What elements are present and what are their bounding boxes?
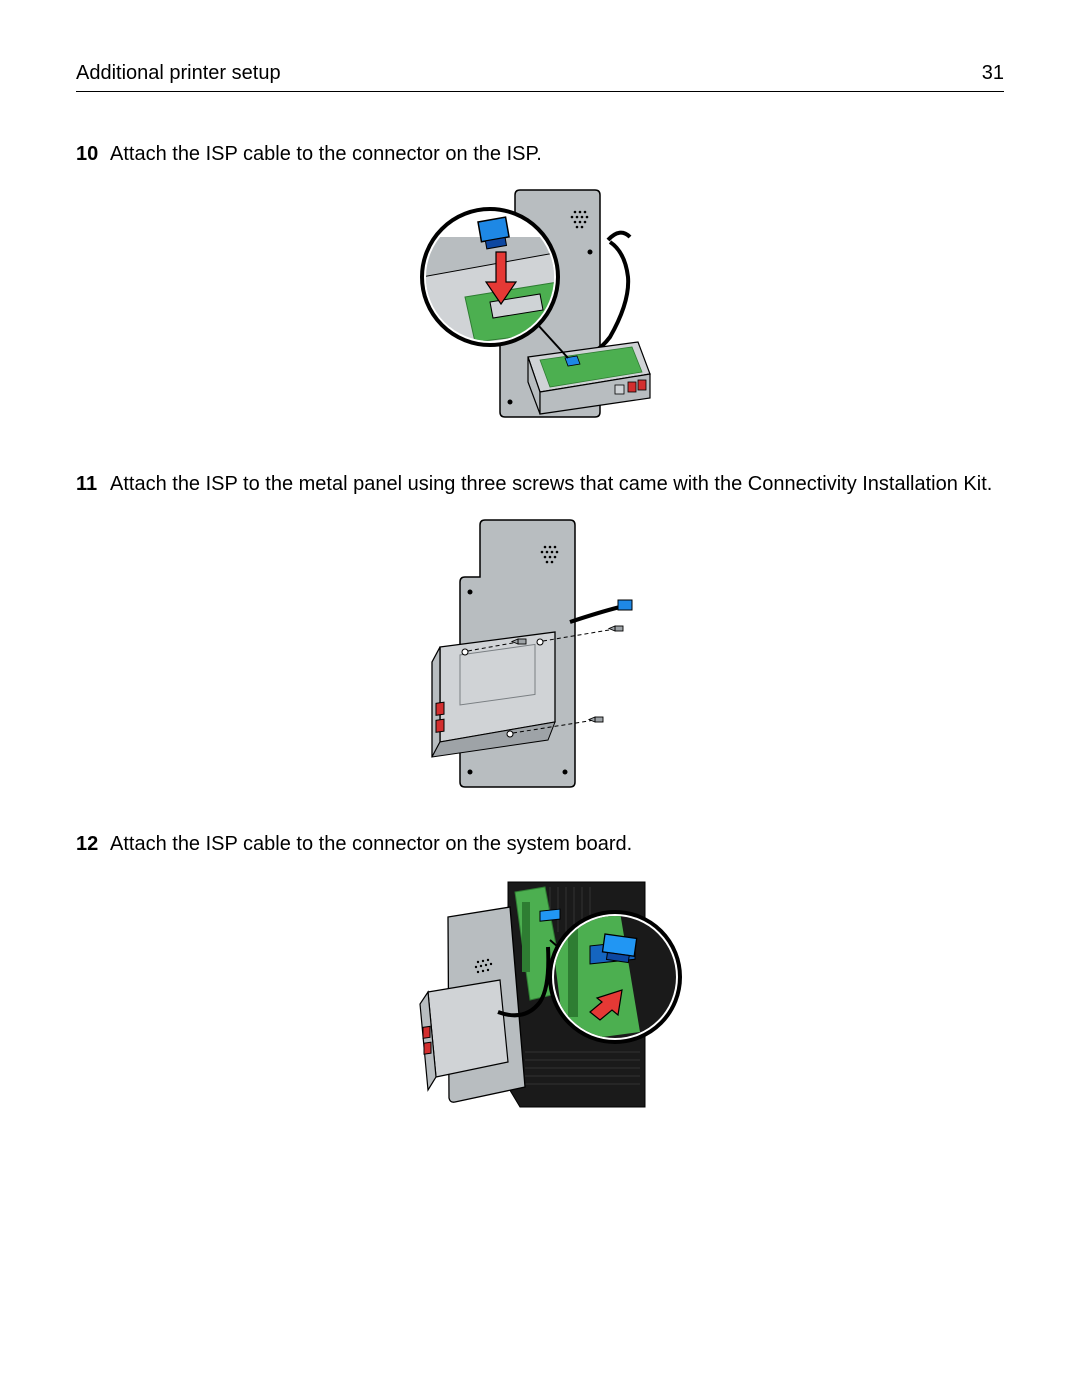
- step-text: Attach the ISP cable to the connector on…: [110, 140, 542, 168]
- step-text: Attach the ISP cable to the connector on…: [110, 830, 632, 858]
- illustration-isp-screws: [410, 512, 670, 802]
- figure-step-12: [76, 872, 1004, 1122]
- step-number: 11: [76, 470, 110, 498]
- illustration-isp-cable-connector: [410, 182, 670, 442]
- step-12: 12 Attach the ISP cable to the connector…: [76, 830, 1004, 858]
- page-header: Additional printer setup 31: [76, 62, 1004, 92]
- step-number: 12: [76, 830, 110, 858]
- step-number: 10: [76, 140, 110, 168]
- figure-step-11: [76, 512, 1004, 802]
- section-title: Additional printer setup: [76, 62, 281, 85]
- step-11: 11 Attach the ISP to the metal panel usi…: [76, 470, 1004, 498]
- step-10: 10 Attach the ISP cable to the connector…: [76, 140, 1004, 168]
- figure-step-10: [76, 182, 1004, 442]
- page-number: 31: [982, 62, 1004, 85]
- step-text: Attach the ISP to the metal panel using …: [110, 470, 992, 498]
- illustration-system-board-connector: [390, 872, 690, 1122]
